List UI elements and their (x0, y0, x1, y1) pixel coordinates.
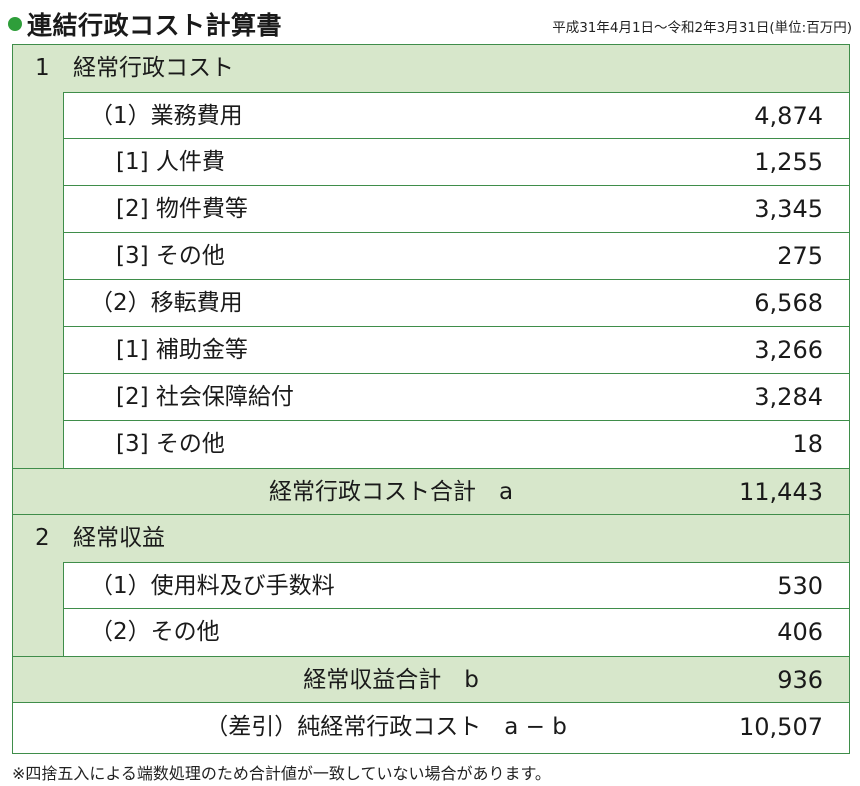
row-label: （2）移転費用 (90, 290, 243, 316)
row-value: 406 (777, 618, 823, 646)
net-cost-value: 10,507 (739, 713, 823, 741)
row-label: （1）業務費用 (90, 103, 243, 129)
row-value: 3,266 (754, 336, 823, 364)
row-label: [1] 補助金等 (116, 337, 248, 363)
row-value: 275 (777, 242, 823, 270)
bullet-icon (8, 17, 22, 31)
header: 連結行政コスト計算書 平成31年4月1日〜令和2年3月31日(単位:百万円) (8, 4, 854, 40)
row-value: 4,874 (754, 102, 823, 130)
table-row: （2）その他 406 (63, 609, 849, 656)
table-row: [2] 社会保障給付 3,284 (63, 374, 849, 421)
table-row: （2）移転費用 6,568 (63, 280, 849, 327)
row-label: [3] その他 (116, 243, 225, 269)
row-value: 18 (792, 430, 823, 458)
net-cost-row: （差引）純経常行政コスト a − b 10,507 (13, 703, 849, 752)
period-unit-note: 平成31年4月1日〜令和2年3月31日(単位:百万円) (552, 20, 852, 36)
row-label: [1] 人件費 (116, 149, 225, 175)
section-1-number: 1 (35, 55, 50, 81)
section-2-label: 経常収益 (73, 525, 165, 551)
table-row: [1] 人件費 1,255 (63, 139, 849, 186)
table-row: （1）業務費用 4,874 (63, 92, 849, 139)
row-label: （1）使用料及び手数料 (90, 573, 335, 599)
section-2-total-value: 936 (777, 666, 823, 694)
table-row: （1）使用料及び手数料 530 (63, 562, 849, 609)
section-1-total-value: 11,443 (739, 478, 823, 506)
table-row: [3] その他 275 (63, 233, 849, 280)
section-2-total-row: 経常収益合計 b 936 (13, 656, 849, 703)
row-value: 530 (777, 572, 823, 600)
table-row: [3] その他 18 (63, 421, 849, 468)
table-row: [1] 補助金等 3,266 (63, 327, 849, 374)
title-text: 連結行政コスト計算書 (27, 11, 283, 40)
row-value: 6,568 (754, 289, 823, 317)
table-row: [2] 物件費等 3,345 (63, 186, 849, 233)
cost-statement-table: 1 経常行政コスト （1）業務費用 4,874 [1] 人件費 1,255 [2]… (12, 44, 850, 754)
page-title: 連結行政コスト計算書 (8, 6, 282, 42)
row-value: 3,284 (754, 383, 823, 411)
section-1-total-row: 経常行政コスト合計 a 11,443 (13, 468, 849, 515)
row-label: [3] その他 (116, 431, 225, 457)
row-label: （2）その他 (90, 619, 220, 645)
row-value: 3,345 (754, 195, 823, 223)
row-value: 1,255 (754, 148, 823, 176)
footnote: ※四捨五入による端数処理のため合計値が一致していない場合があります。 (12, 764, 551, 783)
section-2-number: 2 (35, 525, 50, 551)
section-1-label: 経常行政コスト (73, 55, 234, 81)
section-2-heading: 2 経常収益 (35, 515, 165, 562)
section-2-total-label: 経常収益合計 b (303, 667, 479, 693)
net-cost-label: （差引）純経常行政コスト a − b (205, 714, 567, 740)
section-1-heading: 1 経常行政コスト (35, 45, 234, 92)
section-1-total-label: 経常行政コスト合計 a (268, 479, 514, 505)
row-label: [2] 物件費等 (116, 196, 248, 222)
row-label: [2] 社会保障給付 (116, 384, 294, 410)
